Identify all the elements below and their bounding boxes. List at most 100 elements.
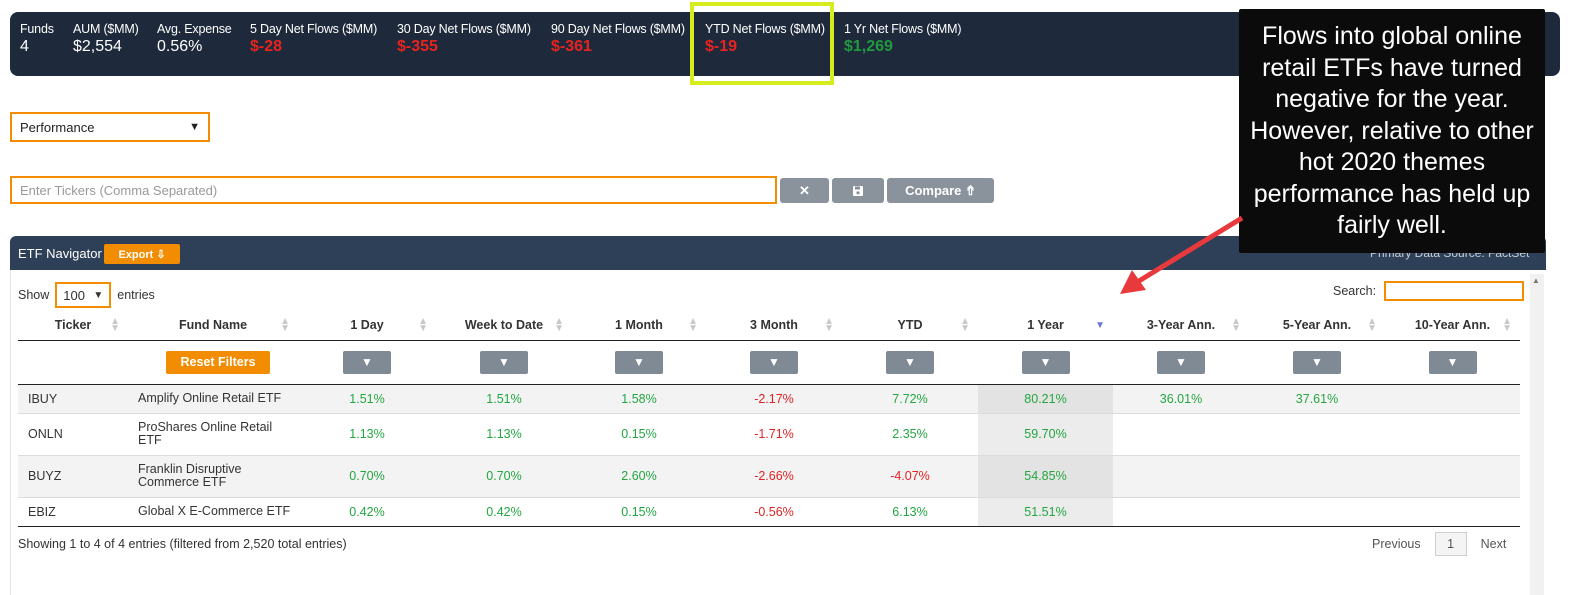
compare-button[interactable]: Compare ⇮ [887, 178, 994, 203]
cell-1-day: 0.42% [298, 497, 436, 527]
etf-table: Ticker ▲ ▼ Fund Name ▲ ▼ 1 Day ▲ ▼ Week to Dat… [18, 310, 1520, 527]
cell-fund-name[interactable]: Franklin Disruptive Commerce ETF [128, 455, 298, 498]
length-control: Show 100 ▼ entries [18, 282, 155, 308]
cell-3-year: 36.01% [1113, 384, 1249, 414]
filter-icon[interactable]: ▼ [886, 350, 934, 374]
cell-ytd: 7.72% [842, 384, 978, 414]
col-header-1-month[interactable]: 1 Month ▲ ▼ [572, 310, 706, 341]
col-header-ytd[interactable]: YTD ▲ ▼ [842, 310, 978, 341]
stat-funds: Funds 4 [20, 22, 54, 56]
view-select-value: Performance [20, 119, 95, 135]
stat-flows-ytd: YTD Net Flows ($MM) $-19 [705, 22, 825, 56]
col-header-3-month[interactable]: 3 Month ▲ ▼ [706, 310, 842, 341]
col-label: 1 Year [1027, 317, 1064, 332]
save-button[interactable] [832, 178, 884, 203]
col-label: 3 Month [750, 317, 798, 332]
scroll-up-icon[interactable]: ▲ [1532, 276, 1540, 285]
compare-label: Compare ⇮ [905, 182, 976, 198]
stat-label: Funds [20, 22, 54, 36]
view-select[interactable]: Performance ▼ [10, 112, 210, 142]
sort-icon: ▲ ▼ [1231, 316, 1241, 334]
search-label: Search: [1333, 284, 1377, 298]
annotation-callout: Flows into global online retail ETFs hav… [1239, 9, 1545, 253]
filter-icon[interactable]: ▼ [480, 350, 528, 374]
previous-button[interactable]: Previous [1372, 537, 1421, 551]
cell-ticker[interactable]: ONLN [18, 413, 128, 456]
ticker-input-placeholder: Enter Tickers (Comma Separated) [20, 182, 218, 198]
stat-label: 90 Day Net Flows ($MM) [551, 22, 685, 36]
filter-icon[interactable]: ▼ [615, 350, 663, 374]
cell-ticker[interactable]: BUYZ [18, 455, 128, 498]
filter-icon[interactable]: ▼ [1021, 350, 1070, 374]
col-label: 1 Month [615, 317, 663, 332]
clear-button[interactable]: ✕ [780, 178, 829, 203]
col-header-5-year[interactable]: 5-Year Ann. ▲ ▼ [1249, 310, 1385, 341]
table-info: Showing 1 to 4 of 4 entries (filtered fr… [18, 537, 347, 551]
table-row[interactable]: BUYZ Franklin Disruptive Commerce ETF 0.… [18, 455, 1520, 498]
ticker-input[interactable]: Enter Tickers (Comma Separated) [10, 176, 777, 204]
reset-filters-button[interactable]: Reset Filters [166, 350, 270, 374]
filter-icon[interactable]: ▼ [1157, 350, 1205, 374]
next-button[interactable]: Next [1480, 537, 1507, 551]
col-label: Week to Date [464, 317, 544, 332]
cell-ticker[interactable]: EBIZ [18, 497, 128, 527]
cell-ticker[interactable]: IBUY [18, 384, 128, 414]
cell-ytd: -4.07% [842, 455, 978, 498]
col-header-1-year[interactable]: 1 Year ▼ [978, 310, 1113, 341]
table-row[interactable]: IBUY Amplify Online Retail ETF 1.51% 1.5… [18, 384, 1520, 414]
col-label: 10-Year Ann. [1414, 317, 1491, 332]
col-label: 5-Year Ann. [1282, 317, 1352, 332]
cell-5-year [1249, 497, 1385, 527]
cell-fund-name[interactable]: Amplify Online Retail ETF [128, 384, 298, 414]
pagination: Previous 1 Next [1372, 532, 1506, 556]
close-icon: ✕ [799, 182, 810, 198]
stat-value: $-28 [250, 38, 283, 55]
col-header-ticker[interactable]: Ticker ▲ ▼ [18, 310, 128, 341]
cell-1-year: 54.85% [978, 455, 1113, 498]
sort-icon: ▲ ▼ [824, 316, 834, 334]
col-header-3-year[interactable]: 3-Year Ann. ▲ ▼ [1113, 310, 1249, 341]
col-label: YTD [897, 317, 923, 332]
navigator-title: ETF Navigator [18, 246, 102, 261]
stat-flows-5d: 5 Day Net Flows ($MM) $-28 [250, 22, 377, 56]
col-label: 3-Year Ann. [1146, 317, 1216, 332]
annotation-arrow-icon [1120, 215, 1244, 294]
col-header-week-to-date[interactable]: Week to Date ▲ ▼ [436, 310, 572, 341]
cell-5-year: 37.61% [1249, 384, 1385, 414]
cell-1-month: 2.60% [572, 455, 706, 498]
entries-label: entries [117, 288, 155, 302]
vertical-scrollbar[interactable] [1530, 274, 1544, 595]
cell-fund-name[interactable]: ProShares Online Retail ETF [128, 413, 298, 456]
filter-icon[interactable]: ▼ [343, 350, 391, 374]
cell-10-year [1385, 455, 1520, 498]
cell-fund-name[interactable]: Global X E-Commerce ETF [128, 497, 298, 527]
sort-icon: ▲ ▼ [110, 316, 120, 334]
table-row[interactable]: ONLN ProShares Online Retail ETF 1.13% 1… [18, 413, 1520, 456]
cell-3-year [1113, 413, 1249, 456]
col-header-fund-name[interactable]: Fund Name ▲ ▼ [128, 310, 298, 341]
col-header-1-day[interactable]: 1 Day ▲ ▼ [298, 310, 436, 341]
cell-3-month: -2.17% [706, 384, 842, 414]
page-length-select[interactable]: 100 ▼ [55, 282, 112, 308]
filter-icon[interactable]: ▼ [1428, 350, 1477, 374]
filter-row: Reset Filters ▼ ▼ ▼ ▼ ▼ ▼ ▼ ▼ ▼ [18, 340, 1520, 385]
export-button[interactable]: Export ⇩ [104, 244, 180, 264]
page-button-1[interactable]: 1 [1434, 532, 1467, 556]
sort-icon: ▲ ▼ [554, 316, 564, 334]
stat-value: $-355 [397, 38, 438, 55]
cell-10-year [1385, 384, 1520, 414]
sort-icon: ▲ ▼ [688, 316, 698, 334]
col-header-10-year[interactable]: 10-Year Ann. ▲ ▼ [1385, 310, 1520, 341]
cell-1-day: 1.51% [298, 384, 436, 414]
table-row[interactable]: EBIZ Global X E-Commerce ETF 0.42% 0.42%… [18, 497, 1520, 527]
filter-icon[interactable]: ▼ [1293, 350, 1341, 374]
sort-icon: ▲ ▼ [280, 316, 290, 334]
cell-5-year [1249, 455, 1385, 498]
filter-icon[interactable]: ▼ [750, 350, 798, 374]
cell-3-year [1113, 455, 1249, 498]
cell-1-year: 80.21% [978, 384, 1113, 414]
cell-week-to-date: 0.70% [436, 455, 572, 498]
stat-value: 4 [20, 38, 29, 55]
search-input[interactable] [1384, 281, 1525, 301]
cell-3-year [1113, 497, 1249, 527]
